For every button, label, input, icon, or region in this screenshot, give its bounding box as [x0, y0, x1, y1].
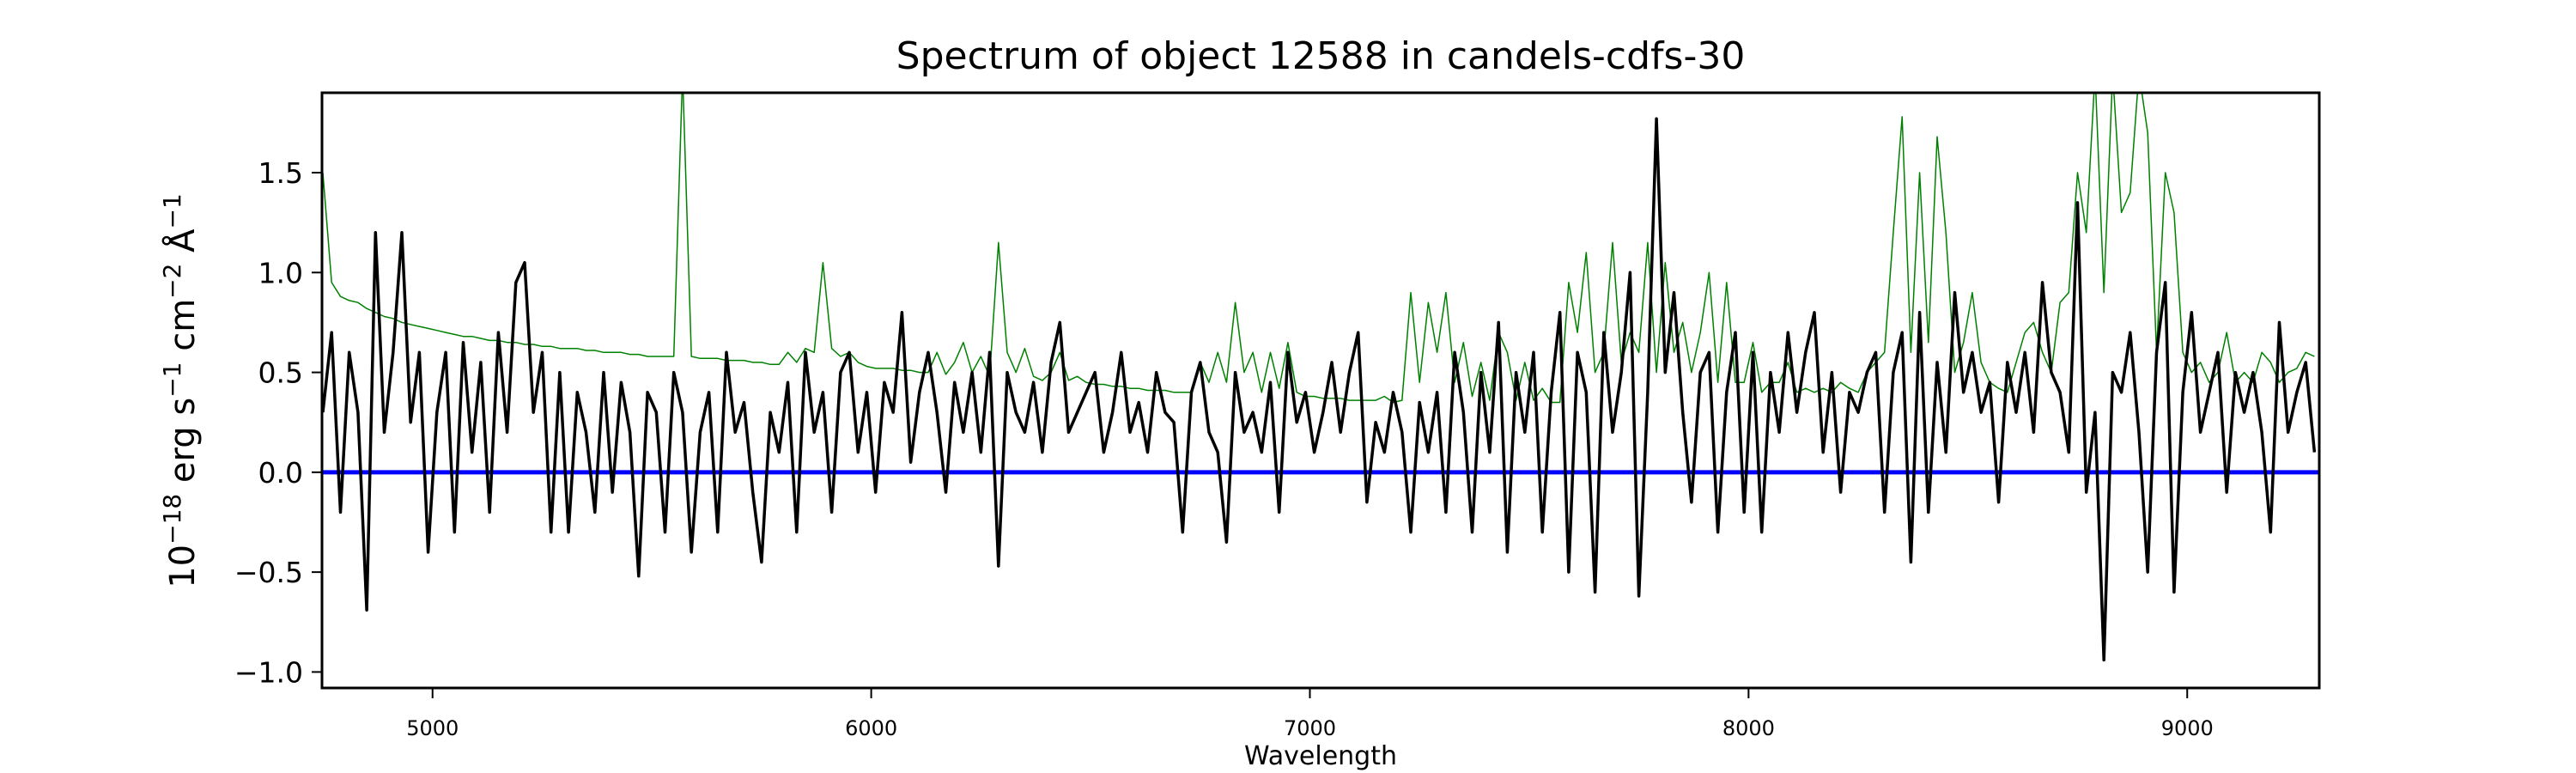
x-tick-label: 7000	[1284, 716, 1336, 740]
x-axis-label: Wavelength	[1244, 741, 1397, 771]
series-flux-line	[322, 117, 2317, 662]
y-tick-label: 0.0	[258, 456, 303, 490]
y-tick-label: −0.5	[234, 556, 303, 589]
y-label-base: 10	[163, 545, 203, 588]
y-label-exp: −1	[158, 362, 186, 398]
y-label-unit: Å	[161, 228, 203, 264]
y-label-unit: cm	[163, 299, 203, 362]
y-label-exp: −1	[158, 193, 186, 228]
x-tick-label: 6000	[845, 716, 897, 740]
y-label-unit: erg s	[163, 398, 203, 494]
plot-area	[322, 93, 2319, 662]
y-label-exp: −18	[158, 494, 186, 545]
x-tick-label: 9000	[2161, 716, 2214, 740]
y-tick-label: 1.0	[258, 256, 303, 289]
chart-title: Spectrum of object 12588 in candels-cdfs…	[896, 34, 1746, 78]
x-tick-label: 8000	[1722, 716, 1775, 740]
y-tick-label: 0.5	[258, 356, 303, 390]
plot-frame	[320, 91, 2321, 690]
y-axis-label: 10−18 erg s−1 cm−2 Å−1	[158, 193, 203, 588]
y-axis: −1.0 −0.5 0.0 0.5 1.0 1.5	[234, 156, 322, 689]
x-tick-label: 5000	[406, 716, 459, 740]
y-label-exp: −2	[158, 264, 186, 299]
y-tick-label: 1.5	[258, 156, 303, 190]
y-tick-label: −1.0	[234, 655, 303, 689]
series-error-line	[322, 93, 2315, 404]
x-axis: 5000 6000 7000 8000 9000	[406, 688, 2214, 740]
